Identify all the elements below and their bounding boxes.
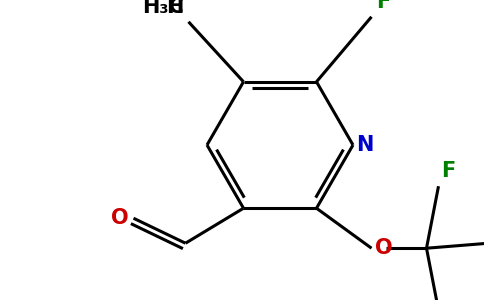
Text: H₃C: H₃C	[142, 0, 183, 17]
Text: F: F	[441, 161, 456, 181]
Text: O: O	[111, 208, 128, 228]
Text: F: F	[377, 0, 391, 12]
Text: N: N	[356, 135, 373, 155]
Text: O: O	[375, 238, 392, 258]
Text: H: H	[166, 0, 183, 17]
